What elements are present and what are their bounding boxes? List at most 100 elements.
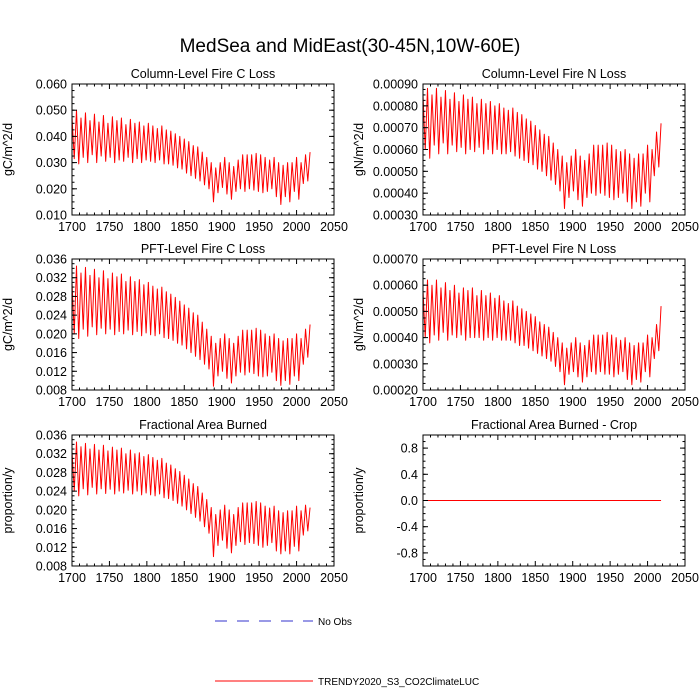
panel-title: PFT-Level Fire C Loss xyxy=(141,242,265,256)
y-tick-label: 0.010 xyxy=(36,209,67,223)
x-tick-label: 1950 xyxy=(596,395,624,409)
chart-panel-4: 1700 1750 1800 1850 1900 1950 2000 2050 0.00020 0… xyxy=(352,242,699,409)
x-tick-label: 1800 xyxy=(133,395,161,409)
y-tick-label: 0.00060 xyxy=(373,143,418,157)
x-tick-label: 1800 xyxy=(484,220,512,234)
y-tick-label: 0.012 xyxy=(36,541,67,555)
y-tick-label: 0.050 xyxy=(36,104,67,118)
figure-title: MedSea and MidEast(30-45N,10W-60E) xyxy=(180,36,521,57)
chart-panel-2: 1700 1750 1800 1850 1900 1950 2000 2050 0.00030 0… xyxy=(352,67,699,234)
y-axis-label: gN/m^2/d xyxy=(352,123,366,176)
panel-title: Column-Level Fire N Loss xyxy=(482,67,627,81)
x-tick-label: 1950 xyxy=(245,571,273,585)
chart-panel-3: 1700 1750 1800 1850 1900 1950 2000 2050 0.008 0.0… xyxy=(1,242,348,409)
x-tick-label: 2000 xyxy=(634,220,662,234)
y-tick-label: 0.016 xyxy=(36,522,67,536)
x-tick-label: 1750 xyxy=(96,220,124,234)
panel-title: Fractional Area Burned - Crop xyxy=(471,418,637,432)
plot-frame xyxy=(71,83,335,216)
x-tick-label: 1900 xyxy=(208,571,236,585)
y-tick-label: -0.8 xyxy=(396,546,418,560)
y-tick-label: 0.024 xyxy=(36,309,67,323)
legend-label-no-obs: No Obs xyxy=(318,617,352,628)
y-tick-label: 0.036 xyxy=(36,429,67,443)
x-tick-label: 1950 xyxy=(596,571,624,585)
y-tick-label: 0.00040 xyxy=(373,187,418,201)
x-tick-label: 1700 xyxy=(409,571,437,585)
y-tick-label: 0.020 xyxy=(36,327,67,341)
x-tick-label: 1900 xyxy=(208,220,236,234)
y-tick-label: 0.040 xyxy=(36,130,67,144)
y-tick-label: 0.00070 xyxy=(373,121,418,135)
y-tick-label: 0.8 xyxy=(401,442,418,456)
x-tick-label: 1750 xyxy=(447,220,475,234)
chart-panel-1: 1700 1750 1800 1850 1900 1950 2000 2050 0.010 0.0… xyxy=(1,67,348,234)
y-tick-label: 0.012 xyxy=(36,365,67,379)
y-tick-label: 0.00020 xyxy=(373,384,418,398)
x-tick-label: 1850 xyxy=(521,571,549,585)
panel-title: Column-Level Fire C Loss xyxy=(131,67,276,81)
y-tick-label: 0.036 xyxy=(36,253,67,267)
x-tick-label: 1950 xyxy=(245,395,273,409)
x-tick-label: 1750 xyxy=(96,571,124,585)
y-tick-label: 0.030 xyxy=(36,156,67,170)
x-tick-label: 2050 xyxy=(671,571,699,585)
chart-panel-6: 1700 1750 1800 1850 1900 1950 2000 2050 -0.8 -0.4… xyxy=(352,418,699,585)
y-tick-label: 0.00060 xyxy=(373,279,418,293)
legend: No Obs TRENDY2020_S3_CO2ClimateLUC xyxy=(215,617,479,688)
legend-label-trendy: TRENDY2020_S3_CO2ClimateLUC xyxy=(318,677,479,688)
x-tick-label: 2000 xyxy=(283,571,311,585)
x-tick-label: 2000 xyxy=(634,395,662,409)
y-tick-label: 0.020 xyxy=(36,503,67,517)
y-tick-label: 0.00030 xyxy=(373,209,418,223)
x-tick-label: 1700 xyxy=(58,395,86,409)
x-tick-label: 1700 xyxy=(58,571,86,585)
y-tick-label: 0.060 xyxy=(36,78,67,92)
x-tick-label: 1800 xyxy=(484,571,512,585)
panel-title: PFT-Level Fire N Loss xyxy=(492,242,616,256)
y-tick-label: 0.00050 xyxy=(373,305,418,319)
series-line xyxy=(422,279,662,386)
x-tick-label: 1900 xyxy=(208,395,236,409)
y-tick-label: 0.00050 xyxy=(373,165,418,179)
series-line xyxy=(71,441,311,558)
y-tick-label: 0.028 xyxy=(36,466,67,480)
x-tick-label: 2000 xyxy=(283,395,311,409)
x-tick-label: 1700 xyxy=(409,395,437,409)
x-tick-label: 1750 xyxy=(447,395,475,409)
y-tick-label: 0.016 xyxy=(36,346,67,360)
x-tick-label: 1900 xyxy=(559,571,587,585)
y-tick-label: 0.032 xyxy=(36,447,67,461)
x-tick-label: 1800 xyxy=(484,395,512,409)
x-tick-label: 1850 xyxy=(170,395,198,409)
x-tick-label: 2000 xyxy=(283,220,311,234)
y-tick-label: 0.00090 xyxy=(373,78,418,92)
x-tick-label: 2050 xyxy=(671,395,699,409)
x-tick-label: 2050 xyxy=(320,220,348,234)
x-tick-label: 1900 xyxy=(559,395,587,409)
y-tick-label: 0.00070 xyxy=(373,253,418,267)
y-tick-label: 0.00030 xyxy=(373,357,418,371)
y-tick-label: 0.4 xyxy=(401,468,418,482)
x-tick-label: 1850 xyxy=(170,220,198,234)
x-tick-label: 1800 xyxy=(133,571,161,585)
x-tick-label: 2050 xyxy=(320,395,348,409)
series-line xyxy=(422,87,662,209)
series-line xyxy=(71,265,311,387)
series-line xyxy=(71,109,311,206)
y-tick-label: 0.008 xyxy=(36,384,67,398)
y-tick-label: 0.028 xyxy=(36,290,67,304)
x-tick-label: 1850 xyxy=(521,395,549,409)
x-tick-label: 1850 xyxy=(170,571,198,585)
y-axis-label: proportion/y xyxy=(1,467,15,534)
y-tick-label: -0.4 xyxy=(396,520,418,534)
y-tick-label: 0.0 xyxy=(401,494,418,508)
x-tick-label: 1800 xyxy=(133,220,161,234)
y-tick-label: 0.020 xyxy=(36,182,67,196)
x-tick-label: 1700 xyxy=(58,220,86,234)
panel-grid: 1700 1750 1800 1850 1900 1950 2000 2050 0.010 0.0… xyxy=(1,67,699,585)
y-axis-label: gC/m^2/d xyxy=(1,298,15,351)
chart-panel-5: 1700 1750 1800 1850 1900 1950 2000 2050 0.008 0.0… xyxy=(1,418,348,585)
y-tick-label: 0.032 xyxy=(36,271,67,285)
